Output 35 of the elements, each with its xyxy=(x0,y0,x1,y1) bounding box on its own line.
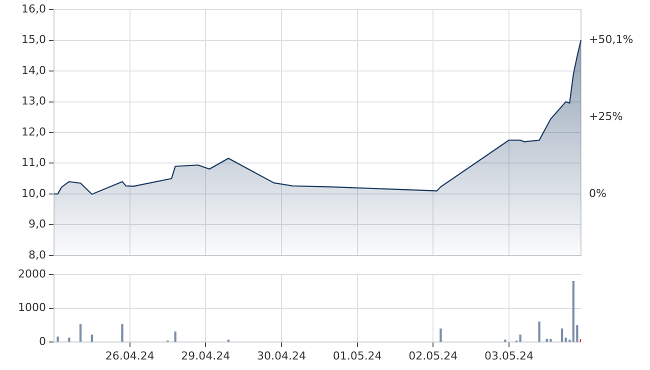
x-tick-label: 30.04.24 xyxy=(256,349,306,362)
y-tick-label: 8,0 xyxy=(28,248,46,262)
y-tick-label: 0 xyxy=(39,334,46,348)
x-tick-label: 29.04.24 xyxy=(181,349,230,362)
x-tick-label: 26.04.24 xyxy=(105,349,154,362)
bar xyxy=(56,336,59,342)
x-tick-label: 02.05.24 xyxy=(408,349,458,362)
y-tick-label: 16,0 xyxy=(22,2,46,16)
y-tick-label: 15,0 xyxy=(22,33,46,46)
bar xyxy=(519,334,522,342)
y-tick-label: 12,0 xyxy=(22,125,46,138)
y2-tick-label: 0% xyxy=(589,186,606,200)
bar xyxy=(546,338,548,342)
y2-tick-label: +50,1% xyxy=(589,32,634,46)
x-tick-label: 03.05.24 xyxy=(484,349,534,362)
bar xyxy=(560,328,564,342)
bar xyxy=(440,328,442,342)
y-tick-label: 13,0 xyxy=(22,94,46,108)
bar xyxy=(564,338,567,342)
bar xyxy=(79,324,82,342)
y-tick-label: 2000 xyxy=(18,267,46,280)
y-tick-label: 9,0 xyxy=(28,218,46,231)
bar xyxy=(121,324,124,342)
bar xyxy=(174,332,176,342)
bar xyxy=(572,281,574,342)
y-tick-label: 10,0 xyxy=(22,186,46,200)
x-tick-label: 01.05.24 xyxy=(332,349,382,362)
y2-tick-label: +25% xyxy=(589,110,623,123)
bar xyxy=(538,321,540,342)
bar xyxy=(550,338,552,342)
y-tick-label: 11,0 xyxy=(22,156,46,170)
bar xyxy=(68,338,70,342)
bar xyxy=(90,334,93,342)
y-tick-label: 1000 xyxy=(18,301,46,314)
y-tick-label: 14,0 xyxy=(22,64,46,77)
